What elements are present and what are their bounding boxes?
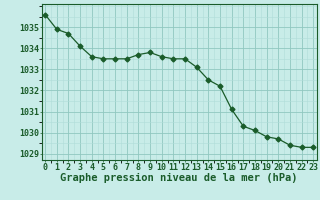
X-axis label: Graphe pression niveau de la mer (hPa): Graphe pression niveau de la mer (hPa) [60, 173, 298, 183]
